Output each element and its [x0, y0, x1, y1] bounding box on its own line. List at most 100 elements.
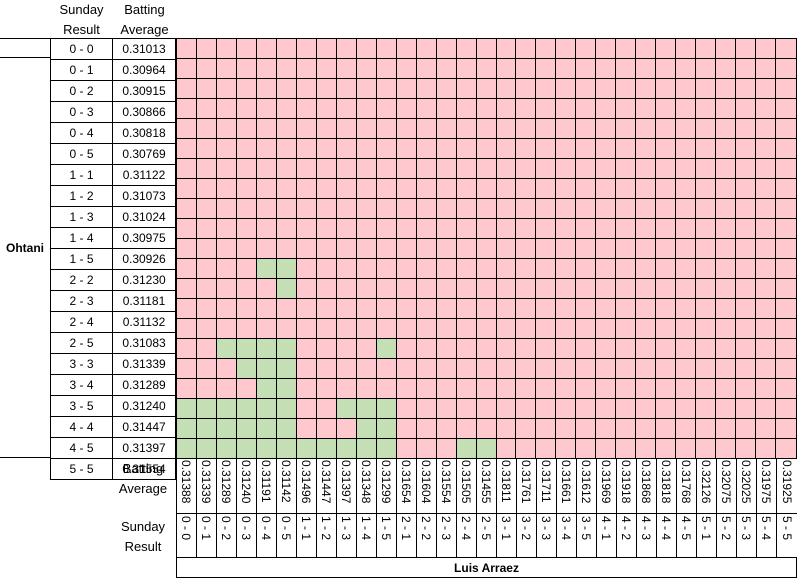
grid-cell: [716, 119, 737, 139]
grid-cell: [576, 359, 597, 379]
arraez-label: Luis Arraez: [176, 558, 797, 578]
grid-cell: [436, 119, 457, 139]
col-average: 0.31654: [397, 458, 417, 514]
grid-cell: [556, 279, 577, 299]
row-result: 2 - 3: [51, 291, 114, 312]
grid-cell: [656, 379, 677, 399]
grid-cell: [556, 179, 577, 199]
grid-cell: [596, 179, 617, 199]
grid-cell: [256, 119, 277, 139]
grid-cell: [776, 139, 797, 159]
grid-cell: [716, 419, 737, 439]
grid-cell: [456, 299, 477, 319]
grid-cell: [416, 59, 437, 79]
grid-cell: [436, 279, 457, 299]
grid-cell: [596, 239, 617, 259]
grid-cell: [196, 439, 217, 459]
grid-cell: [496, 319, 517, 339]
grid-cell: [476, 219, 497, 239]
grid-cell: [596, 299, 617, 319]
grid-cell: [636, 179, 657, 199]
grid-cell: [616, 239, 637, 259]
col-averages: 0.31388 0.31339 0.31289 0.31240 0.31191 0.311…: [176, 458, 797, 514]
grid-cell: [456, 259, 477, 279]
col-result: 4 - 3: [637, 514, 657, 558]
grid-cell: [376, 279, 397, 299]
grid-cell: [556, 199, 577, 219]
grid-cell: [496, 359, 517, 379]
grid-cell: [296, 179, 317, 199]
grid-cell: [236, 199, 257, 219]
grid-cell: [376, 219, 397, 239]
grid-cell: [216, 379, 237, 399]
grid-cell: [296, 439, 317, 459]
grid-cell: [676, 299, 697, 319]
col-result: 2 - 3: [437, 514, 457, 558]
col-average: 0.32025: [737, 458, 757, 514]
grid-cell: [436, 439, 457, 459]
col-average: 0.32075: [717, 458, 737, 514]
grid-cell: [436, 79, 457, 99]
grid-cell: [356, 99, 377, 119]
row-result: 0 - 0: [51, 39, 114, 60]
row-result: 1 - 5: [51, 249, 114, 270]
row-header: 2 - 5 0.31083: [51, 333, 176, 354]
row-header: 2 - 2 0.31230: [51, 270, 176, 291]
col-average: 0.31289: [217, 458, 237, 514]
grid-cell: [436, 159, 457, 179]
grid-cell: [716, 139, 737, 159]
grid-cell: [276, 339, 297, 359]
row-header: 1 - 5 0.30926: [51, 249, 176, 270]
grid-cell: [416, 139, 437, 159]
grid-cell: [177, 219, 197, 239]
grid-cell: [756, 239, 777, 259]
grid-row: [177, 199, 797, 219]
grid-cell: [416, 179, 437, 199]
grid-cell: [476, 279, 497, 299]
col-average: 0.31447: [317, 458, 337, 514]
grid-cell: [596, 439, 617, 459]
col-average: 0.31612: [577, 458, 597, 514]
grid-cell: [396, 439, 417, 459]
grid-cell: [256, 79, 277, 99]
grid-cell: [656, 199, 677, 219]
grid-cell: [177, 139, 197, 159]
grid-cell: [256, 99, 277, 119]
grid-cell: [776, 259, 797, 279]
grid-cell: [196, 179, 217, 199]
grid-cell: [256, 59, 277, 79]
grid-row: [177, 139, 797, 159]
row-average: 0.31447: [113, 417, 176, 438]
grid-cell: [196, 259, 217, 279]
grid-cell: [177, 179, 197, 199]
grid-cell: [636, 319, 657, 339]
grid-cell: [356, 199, 377, 219]
grid-cell: [656, 179, 677, 199]
grid-cell: [596, 359, 617, 379]
grid-cell: [576, 239, 597, 259]
grid-cell: [216, 419, 237, 439]
grid-cell: [496, 439, 517, 459]
grid-cell: [776, 379, 797, 399]
grid-cell: [696, 199, 717, 219]
grid-cell: [736, 239, 757, 259]
grid-cell: [336, 79, 357, 99]
grid-cell: [496, 79, 517, 99]
grid-cell: [356, 359, 377, 379]
grid-cell: [576, 139, 597, 159]
grid-cell: [676, 359, 697, 379]
grid-cell: [476, 159, 497, 179]
grid-cell: [416, 399, 437, 419]
grid-cell: [756, 299, 777, 319]
grid-cell: [396, 399, 417, 419]
grid-cell: [496, 219, 517, 239]
col-result: 4 - 1: [597, 514, 617, 558]
grid-cell: [356, 319, 377, 339]
grid-cell: [516, 79, 537, 99]
grid-cell: [456, 159, 477, 179]
col-result: 3 - 2: [517, 514, 537, 558]
ohtani-label: Ohtani: [6, 241, 44, 255]
grid-cell: [476, 319, 497, 339]
row-average: 0.30866: [113, 102, 176, 123]
col-result: 0 - 0: [177, 514, 197, 558]
